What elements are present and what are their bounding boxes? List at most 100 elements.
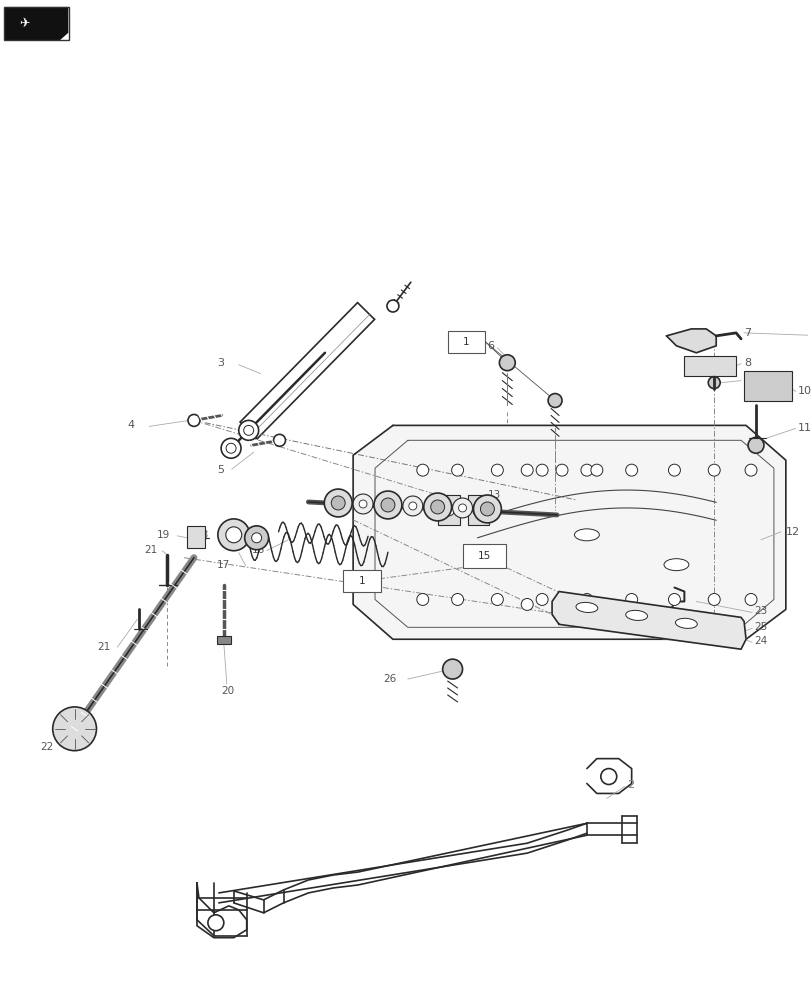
Circle shape: [244, 526, 268, 550]
Text: 23: 23: [753, 606, 766, 616]
Bar: [4, 7, 69, 40]
Circle shape: [225, 443, 236, 453]
Text: 6: 6: [487, 341, 494, 351]
Text: 24: 24: [753, 636, 766, 646]
Circle shape: [707, 594, 719, 605]
Circle shape: [590, 464, 602, 476]
Circle shape: [353, 494, 372, 514]
Circle shape: [499, 355, 515, 371]
Circle shape: [458, 504, 466, 512]
Circle shape: [473, 495, 500, 523]
Circle shape: [53, 707, 97, 751]
Text: 5: 5: [217, 465, 224, 475]
Text: 10: 10: [796, 386, 811, 396]
Text: 22: 22: [40, 742, 53, 752]
Text: 21: 21: [97, 642, 110, 652]
Circle shape: [600, 769, 616, 784]
Bar: [343, 570, 380, 592]
Circle shape: [238, 420, 259, 440]
Circle shape: [358, 500, 367, 508]
Circle shape: [408, 502, 416, 510]
Text: 8: 8: [743, 358, 750, 368]
Text: 3: 3: [217, 358, 224, 368]
Circle shape: [707, 377, 719, 389]
Circle shape: [442, 659, 462, 679]
Text: 14: 14: [487, 503, 500, 513]
Circle shape: [580, 464, 592, 476]
Ellipse shape: [625, 610, 646, 620]
Text: 16: 16: [251, 545, 264, 555]
Circle shape: [547, 394, 561, 407]
Circle shape: [556, 464, 568, 476]
Text: 15: 15: [477, 551, 491, 561]
Polygon shape: [666, 329, 715, 353]
Circle shape: [324, 489, 352, 517]
Circle shape: [374, 491, 401, 519]
Circle shape: [188, 414, 200, 426]
Text: 1: 1: [462, 337, 470, 347]
Circle shape: [451, 464, 463, 476]
Text: 17: 17: [217, 560, 230, 570]
Circle shape: [744, 594, 756, 605]
Circle shape: [625, 594, 637, 605]
Circle shape: [744, 464, 756, 476]
Circle shape: [416, 464, 428, 476]
Circle shape: [667, 464, 680, 476]
Circle shape: [251, 533, 261, 543]
Text: 11: 11: [796, 423, 811, 433]
Circle shape: [556, 598, 568, 610]
Circle shape: [452, 498, 472, 518]
Polygon shape: [353, 425, 785, 639]
Polygon shape: [551, 592, 745, 649]
Ellipse shape: [573, 529, 599, 541]
Circle shape: [521, 464, 533, 476]
Ellipse shape: [663, 559, 688, 571]
Circle shape: [273, 434, 285, 446]
Text: ✈: ✈: [19, 17, 30, 30]
Circle shape: [430, 500, 444, 514]
Circle shape: [442, 504, 454, 516]
Circle shape: [402, 496, 423, 516]
Circle shape: [472, 504, 484, 516]
Bar: [447, 331, 485, 353]
Circle shape: [423, 493, 451, 521]
Text: 18: 18: [195, 530, 209, 540]
Circle shape: [387, 300, 398, 312]
Circle shape: [707, 464, 719, 476]
Circle shape: [217, 519, 249, 551]
Circle shape: [625, 464, 637, 476]
Text: 20: 20: [221, 686, 234, 696]
Text: 21: 21: [144, 545, 157, 555]
Circle shape: [480, 502, 494, 516]
Text: 7: 7: [743, 328, 750, 338]
Circle shape: [225, 527, 242, 543]
Text: 25: 25: [753, 622, 766, 632]
Bar: [467, 495, 489, 525]
Circle shape: [535, 464, 547, 476]
Polygon shape: [5, 8, 67, 39]
Text: 26: 26: [383, 674, 396, 684]
Circle shape: [747, 437, 763, 453]
Ellipse shape: [675, 618, 697, 628]
Text: 9: 9: [743, 376, 750, 386]
Circle shape: [667, 594, 680, 605]
Circle shape: [521, 598, 533, 610]
Bar: [187, 526, 204, 548]
Bar: [743, 371, 791, 401]
Circle shape: [590, 598, 602, 610]
Text: 4: 4: [127, 420, 135, 430]
Circle shape: [208, 915, 224, 931]
Bar: [437, 495, 459, 525]
Text: 13: 13: [487, 490, 500, 500]
Bar: [684, 356, 736, 376]
Ellipse shape: [575, 602, 597, 612]
Bar: [462, 544, 506, 568]
Circle shape: [243, 425, 253, 435]
Text: 2: 2: [626, 780, 633, 790]
Circle shape: [451, 594, 463, 605]
Circle shape: [380, 498, 394, 512]
Text: 1: 1: [358, 576, 365, 586]
Text: 19: 19: [157, 530, 170, 540]
Text: 2: 2: [626, 780, 633, 790]
Circle shape: [331, 496, 345, 510]
